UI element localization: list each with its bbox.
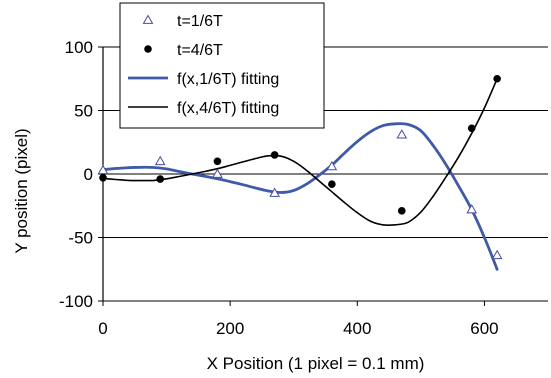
circle-point-0 [99, 174, 107, 182]
circle-point-4 [328, 180, 336, 188]
circle-point-2 [213, 157, 222, 166]
fit-line-3 [102, 78, 498, 226]
x-tick-label-1: 200 [216, 319, 244, 338]
legend-label-2: f(x,1/6T) fitting [177, 71, 279, 88]
y-tick-label-3: 50 [74, 102, 93, 121]
circle-point-3 [270, 151, 279, 159]
circle-point-1 [156, 175, 165, 183]
data-points [97, 74, 503, 260]
triangle-point-4 [326, 160, 338, 171]
legend: t=1/6T t=4/6T f(x,1/6T) fitting f(x,4/6T) f… [119, 2, 325, 129]
legend-triangle-icon [142, 14, 154, 24]
legend-label-1: t=4/6T [177, 42, 223, 59]
triangle-point-2 [212, 168, 223, 178]
triangle-point-5 [396, 129, 408, 139]
legend-label-3: f(x,4/6T) fitting [177, 100, 279, 117]
y-tick-label-1: -50 [68, 229, 93, 248]
triangle-point-1 [154, 155, 166, 166]
circle-point-6 [467, 124, 476, 133]
circle-point-7 [493, 74, 501, 83]
triangle-point-3 [269, 187, 281, 197]
y-tick-label-0: -100 [59, 292, 93, 311]
fit-line-2 [101, 122, 499, 271]
triangle-point-6 [466, 204, 478, 214]
triangle-point-0 [97, 164, 109, 175]
circle-point-5 [397, 207, 406, 215]
triangle-point-7 [491, 249, 503, 260]
x-tick-label-3: 600 [470, 319, 498, 338]
legend-circle-icon [144, 45, 152, 53]
x-tick-label-0: 0 [98, 319, 107, 338]
y-tick-label-2: 0 [84, 165, 93, 184]
legend-label-0: t=1/6T [177, 13, 223, 30]
x-tick-label-2: 400 [343, 319, 371, 338]
y-tick-label-4: 100 [65, 38, 93, 57]
x-axis-label: X Position (1 pixel = 0.1 mm) [207, 354, 425, 373]
tick-labels: -100 -50 0 50 100 0 200 400 600 [59, 38, 499, 338]
fit-lines [101, 78, 499, 271]
y-axis-label: Y position (pixel) [12, 128, 31, 253]
